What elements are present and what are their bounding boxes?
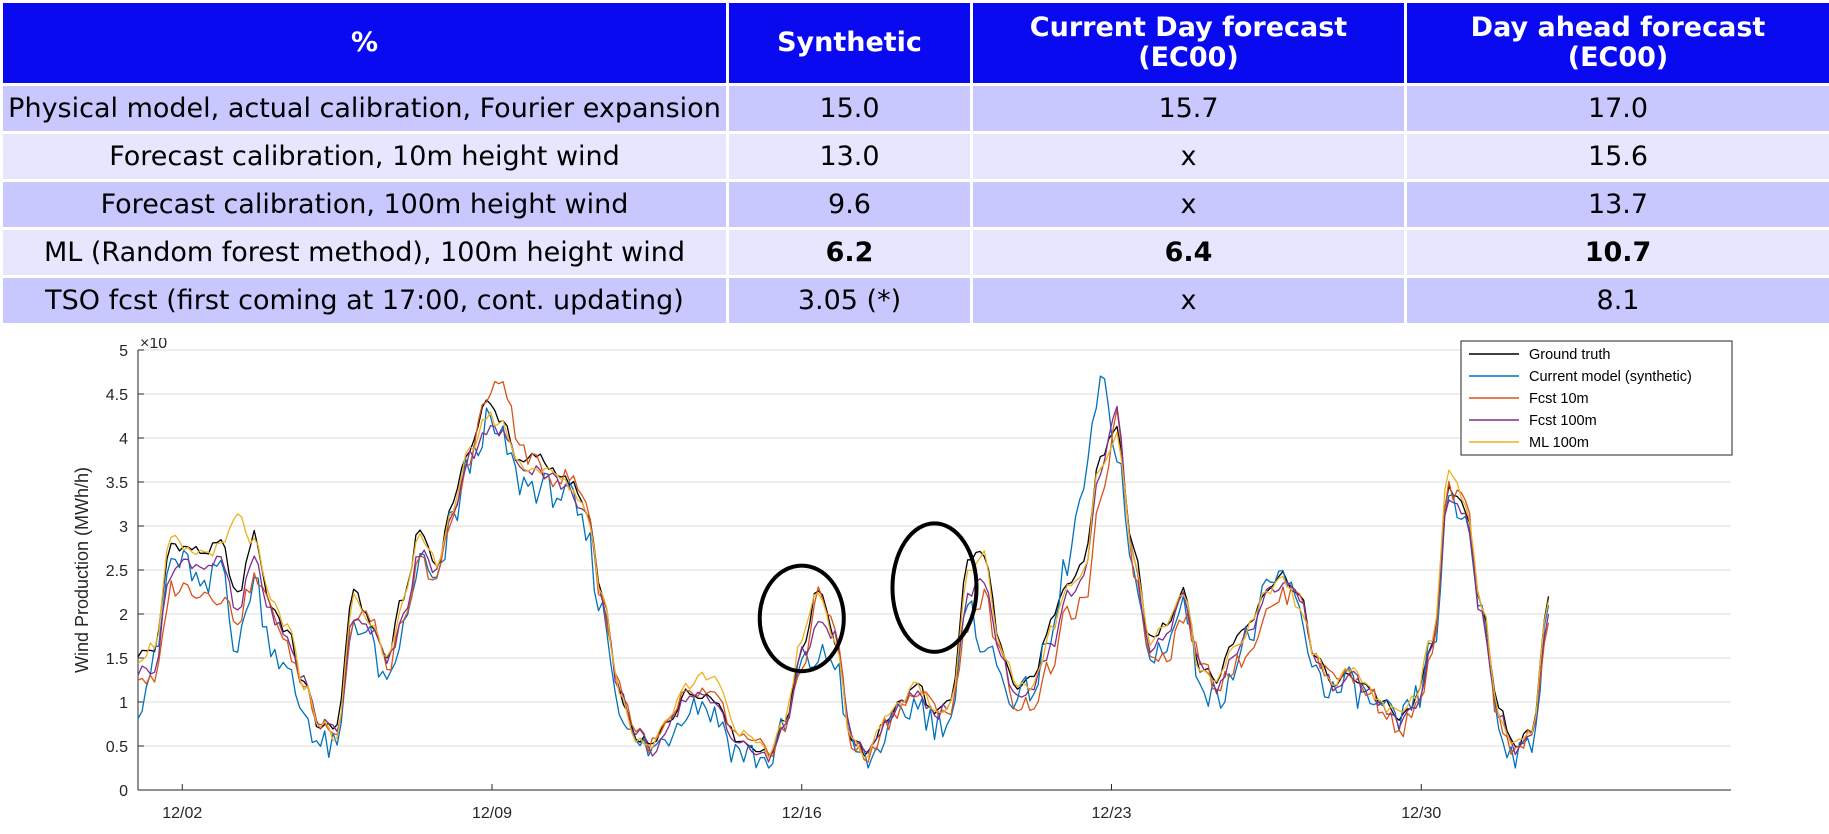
- legend-entry: Ground truth: [1529, 347, 1610, 363]
- row-label: Forecast calibration, 10m height wind: [0, 131, 729, 182]
- column-header-3: Day ahead forecast (EC00): [1404, 0, 1829, 86]
- series-line-4: [137, 411, 1550, 759]
- row-label: Physical model, actual calibration, Four…: [0, 83, 729, 134]
- column-header-line: Day ahead forecast: [1470, 12, 1766, 43]
- column-header-line: Synthetic: [777, 27, 922, 58]
- annotation-ellipse-1: [890, 521, 979, 654]
- column-header-0: %: [0, 0, 729, 86]
- table-cell: 8.1: [1404, 275, 1829, 326]
- table-cell: 10.7: [1404, 227, 1829, 278]
- column-header-2: Current Day forecast (EC00): [970, 0, 1407, 86]
- table-cell: 15.7: [970, 83, 1407, 134]
- legend-entry: Current model (synthetic): [1529, 369, 1692, 385]
- table-row: ML (Random forest method), 100m height w…: [0, 227, 1829, 278]
- y-tick-label: 2.5: [106, 563, 128, 580]
- chart-svg: 0 0.5 1 1.5 2 2.5 3 3.5 4 4.5 5 ×10 12/02 12/09 12/16 1…: [72, 338, 1733, 822]
- y-tick-label: 1: [119, 695, 128, 712]
- legend-entry: ML 100m: [1529, 435, 1589, 451]
- y-tick-label: 1.5: [106, 651, 128, 668]
- table-cell: 9.6: [726, 179, 973, 230]
- row-label: Forecast calibration, 100m height wind: [0, 179, 729, 230]
- table-cell: 17.0: [1404, 83, 1829, 134]
- y-exponent-label: ×10: [140, 338, 167, 352]
- error-table: % Synthetic Current Day forecast (EC00) Day …: [0, 0, 1829, 326]
- legend-entry: Fcst 100m: [1529, 413, 1597, 429]
- x-tick-label: 12/16: [782, 805, 822, 822]
- y-tick-label: 5: [119, 343, 128, 360]
- table-row: Forecast calibration, 100m height wind 9.…: [0, 179, 1829, 230]
- x-tick-label: 12/09: [472, 805, 512, 822]
- column-header-line: %: [350, 27, 379, 58]
- column-header-line: (EC00): [1138, 42, 1239, 73]
- table-cell: 15.0: [726, 83, 973, 134]
- x-tick-label: 12/30: [1401, 805, 1441, 822]
- column-header-line: Current Day forecast: [1029, 12, 1348, 43]
- y-tick-label: 4.5: [106, 387, 128, 404]
- table-body: Physical model, actual calibration, Four…: [0, 83, 1829, 326]
- table-row: Forecast calibration, 10m height wind 13.…: [0, 131, 1829, 182]
- series-line-1: [137, 375, 1550, 769]
- table-row: Physical model, actual calibration, Four…: [0, 83, 1829, 134]
- y-tick-label: 4: [119, 431, 128, 448]
- table-cell: x: [970, 131, 1407, 182]
- y-tick-label: 0.5: [106, 739, 128, 756]
- table-cell: 6.4: [970, 227, 1407, 278]
- table-cell: 6.2: [726, 227, 973, 278]
- column-header-line: (EC00): [1567, 42, 1669, 73]
- y-tick-label: 3: [119, 519, 128, 536]
- row-label: TSO fcst (first coming at 17:00, cont. u…: [0, 275, 729, 326]
- row-label: ML (Random forest method), 100m height w…: [0, 227, 729, 278]
- x-tick-label: 12/02: [162, 805, 202, 822]
- y-tick-label: 0: [119, 783, 128, 800]
- y-tick-label: 2: [119, 607, 128, 624]
- x-tick-label: 12/23: [1091, 805, 1131, 822]
- y-tick-label: 3.5: [106, 475, 128, 492]
- table-cell: 15.6: [1404, 131, 1829, 182]
- annotation-ellipse-0: [757, 563, 846, 674]
- table-row: TSO fcst (first coming at 17:00, cont. u…: [0, 275, 1829, 326]
- legend-entry: Fcst 10m: [1529, 391, 1589, 407]
- y-axis-label: Wind Production (MWh/h): [72, 467, 92, 673]
- table-cell: 13.0: [726, 131, 973, 182]
- table-header-row: % Synthetic Current Day forecast (EC00) Day …: [0, 0, 1829, 86]
- wind-production-chart: 0 0.5 1 1.5 2 2.5 3 3.5 4 4.5 5 ×10 12/02 12/09 12/16 1…: [0, 338, 1829, 834]
- table-cell: x: [970, 275, 1407, 326]
- table-cell: 13.7: [1404, 179, 1829, 230]
- table-cell: x: [970, 179, 1407, 230]
- table-cell: 3.05 (*): [726, 275, 973, 326]
- column-header-1: Synthetic: [726, 0, 973, 86]
